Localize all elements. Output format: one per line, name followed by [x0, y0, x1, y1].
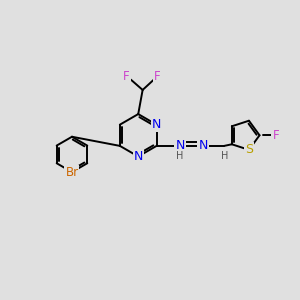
Text: H: H	[220, 151, 228, 161]
Text: S: S	[245, 143, 253, 156]
Text: F: F	[272, 129, 279, 142]
Text: Br: Br	[65, 166, 79, 178]
Text: N: N	[134, 150, 143, 163]
Text: N: N	[198, 140, 208, 152]
Text: F: F	[154, 70, 161, 83]
Text: N: N	[176, 140, 185, 152]
Text: F: F	[123, 70, 130, 83]
Text: N: N	[152, 118, 161, 131]
Text: H: H	[176, 151, 183, 161]
